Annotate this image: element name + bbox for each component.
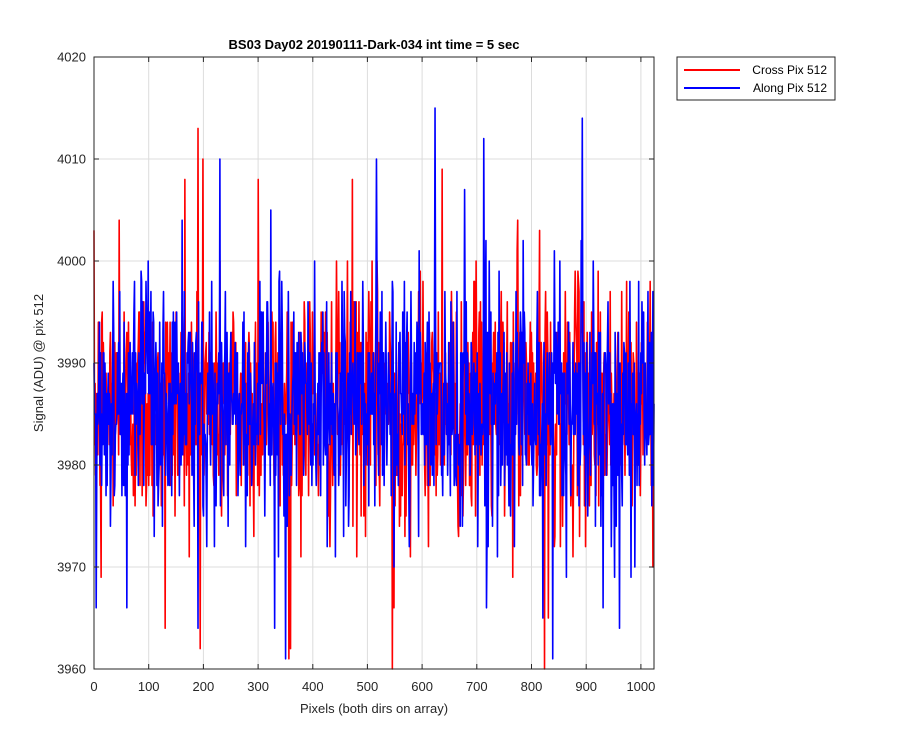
y-tick-label: 3990 — [57, 356, 86, 371]
chart-title: BS03 Day02 20190111-Dark-034 int time = … — [229, 37, 520, 52]
ticks: 0 100 200 300 400 500 600 700 800 900 1000 3960 3970… — [57, 50, 655, 695]
x-tick-label: 0 — [90, 679, 97, 694]
series-along-line — [93, 107, 655, 660]
x-tick-label: 1000 — [626, 679, 655, 694]
x-tick-label: 700 — [466, 679, 488, 694]
x-tick-label: 600 — [411, 679, 433, 694]
y-tick-label: 4000 — [57, 254, 86, 269]
x-axis-title: Pixels (both dirs on array) — [300, 701, 448, 716]
x-tick-label: 300 — [247, 679, 269, 694]
y-tick-label: 3960 — [57, 662, 86, 677]
series-layer — [93, 107, 655, 670]
y-tick-label: 4020 — [57, 50, 86, 65]
x-tick-label: 100 — [138, 679, 160, 694]
x-tick-label: 400 — [302, 679, 324, 694]
x-tick-label: 800 — [521, 679, 543, 694]
legend-label-cross: Cross Pix 512 — [752, 63, 827, 77]
y-axis-title: Signal (ADU) @ pix 512 — [31, 294, 46, 432]
y-tick-label: 3980 — [57, 458, 86, 473]
x-tick-label: 200 — [193, 679, 215, 694]
legend-label-along: Along Pix 512 — [753, 81, 827, 95]
x-tick-label: 500 — [357, 679, 379, 694]
legend-box — [676, 56, 836, 101]
y-tick-label: 3970 — [57, 560, 86, 575]
x-tick-label: 900 — [575, 679, 597, 694]
legend: Cross Pix 512 Along Pix 512 — [676, 56, 836, 101]
y-tick-label: 4010 — [57, 152, 86, 167]
